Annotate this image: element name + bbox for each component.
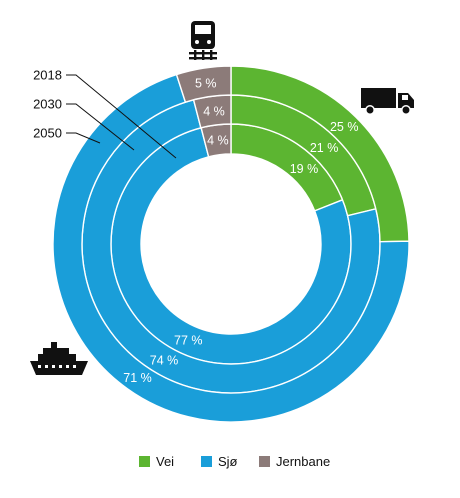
year-label-2018: 2018 (33, 68, 62, 83)
data-labels: 19 % 77 % 4 % 21 % 74 % 4 % 25 % 71 % 5 % (123, 76, 358, 385)
legend: Vei Sjø Jernbane (139, 454, 330, 469)
leader-line-2018 (66, 74, 177, 159)
year-label-2030: 2030 (33, 97, 62, 112)
legend-label-vei: Vei (156, 454, 174, 469)
label-2050-jernbane: 5 % (195, 76, 217, 90)
ring-2050-sjo-segment (52, 73, 410, 423)
year-label-2050: 2050 (33, 126, 62, 141)
leader-line-2050 (66, 132, 101, 144)
year-leader-lines: 2018 2030 2050 (33, 68, 177, 159)
legend-label-sjo: Sjø (218, 454, 238, 469)
leader-line-2030 (66, 103, 135, 151)
label-2030-jernbane: 4 % (203, 105, 225, 119)
label-2018-vei: 19 % (290, 162, 319, 176)
train-icon (189, 21, 217, 60)
ship-icon (30, 342, 88, 375)
label-2018-sjo: 77 % (174, 333, 203, 347)
label-2030-sjo: 74 % (150, 354, 179, 368)
label-2050-sjo: 71 % (123, 371, 152, 385)
legend-label-jernbane: Jernbane (276, 454, 330, 469)
ring-2050-jernbane-segment (175, 65, 232, 104)
label-2050-vei: 25 % (330, 120, 359, 134)
label-2030-vei: 21 % (310, 141, 339, 155)
legend-swatch-jernbane (259, 456, 270, 467)
label-2018-jernbane: 4 % (207, 133, 229, 147)
chart-rings (52, 65, 410, 423)
legend-swatch-sjo (201, 456, 212, 467)
truck-icon (361, 88, 414, 115)
legend-swatch-vei (139, 456, 150, 467)
